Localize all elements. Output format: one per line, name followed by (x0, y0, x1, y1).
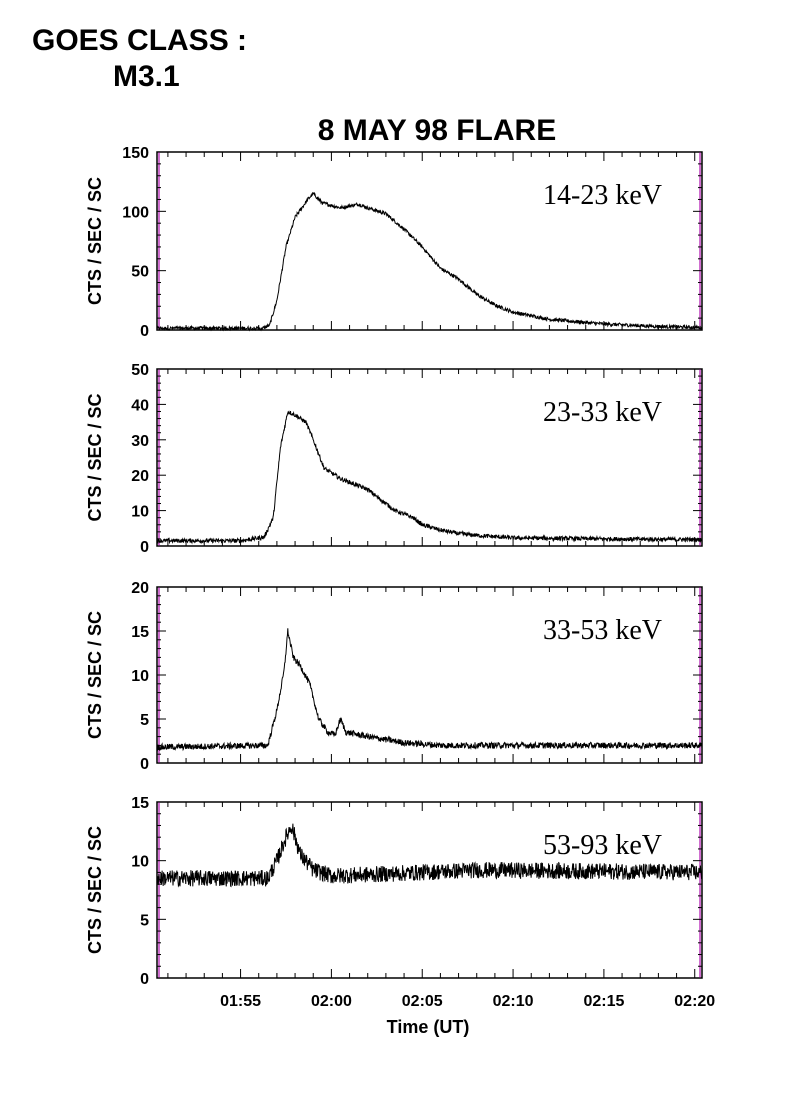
energy-band-label: 53-93 keV (543, 830, 662, 861)
y-tick-label: 40 (131, 397, 149, 414)
goes-class-label: GOES CLASS : (32, 24, 248, 57)
panel-frame (156, 368, 703, 547)
y-tick-label: 5 (140, 712, 149, 729)
panel-frame (156, 801, 703, 979)
y-tick-label: 0 (140, 323, 149, 340)
y-tick-label: 30 (131, 433, 149, 450)
goes-class-value: M3.1 (113, 60, 180, 93)
y-tick-label: 0 (140, 539, 149, 556)
y-tick-label: 150 (122, 145, 149, 162)
y-tick-label: 20 (131, 468, 149, 485)
y-tick-label: 10 (131, 854, 149, 871)
y-axis-title: CTS / SEC / SC (85, 393, 105, 521)
lightcurve-series-14-23-keV (156, 192, 703, 332)
y-axis-title: CTS / SEC / SC (85, 611, 105, 739)
panel-frame (156, 586, 703, 764)
y-tick-label: 50 (131, 362, 149, 379)
chart-title: 8 MAY 98 FLARE (318, 114, 556, 147)
y-tick-label: 15 (131, 795, 149, 812)
lightcurve-series-53-93-keV (156, 823, 703, 888)
energy-band-label: 23-33 keV (543, 397, 662, 428)
x-tick-label: 02:20 (674, 993, 715, 1010)
lightcurve-series-23-33-keV (156, 410, 703, 545)
y-axis-title: CTS / SEC / SC (85, 826, 105, 954)
energy-band-label: 33-53 keV (543, 615, 662, 646)
energy-band-label: 14-23 keV (543, 180, 662, 211)
y-tick-label: 0 (140, 756, 149, 773)
y-tick-label: 15 (131, 624, 149, 641)
x-tick-label: 02:05 (402, 993, 443, 1010)
y-tick-label: 20 (131, 580, 149, 597)
y-tick-label: 10 (131, 504, 149, 521)
x-tick-label: 02:00 (311, 993, 352, 1010)
x-axis-title: Time (UT) (387, 1017, 470, 1037)
y-tick-label: 100 (122, 204, 149, 221)
y-axis-title: CTS / SEC / SC (85, 177, 105, 305)
lightcurve-series-33-53-keV (156, 628, 703, 752)
x-tick-label: 01:55 (220, 993, 261, 1010)
x-tick-label: 02:15 (583, 993, 624, 1010)
panel-frame (156, 151, 703, 331)
y-tick-label: 5 (140, 912, 149, 929)
y-tick-label: 50 (131, 264, 149, 281)
y-tick-label: 0 (140, 971, 149, 988)
y-tick-label: 10 (131, 668, 149, 685)
x-tick-label: 02:10 (493, 993, 534, 1010)
